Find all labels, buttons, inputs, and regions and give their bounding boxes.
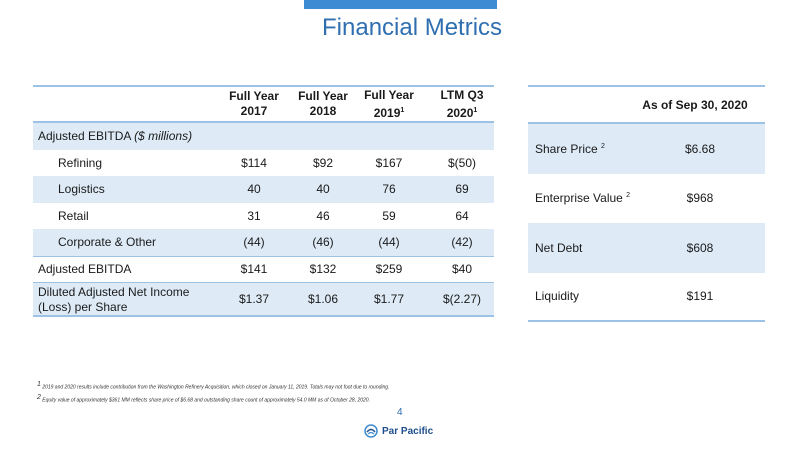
table-row: Enterprise Value 2 $968: [528, 174, 765, 224]
table-row: Corporate & Other (44) (46) (44) (42): [33, 229, 494, 256]
company-logo: Par Pacific: [364, 424, 433, 438]
market-table-header: As of Sep 30, 2020: [528, 85, 765, 124]
col-header-2017: Full Year 2017: [229, 89, 279, 118]
cell: $132: [309, 262, 337, 277]
top-accent-bar: [304, 0, 497, 9]
cell: $(2.27): [442, 292, 482, 306]
cell: 59: [382, 208, 396, 223]
table-row: Net Debt $608: [528, 223, 765, 273]
cell: (44): [378, 235, 400, 250]
table-row-eps: Diluted Adjusted Net Income (Loss) per Sh…: [33, 282, 494, 317]
cell: 31: [247, 208, 261, 223]
cell: (42): [451, 235, 473, 250]
cell: $608: [686, 240, 714, 255]
cell: $(50): [447, 155, 476, 170]
cell: (46): [312, 235, 334, 250]
footnotes: 1 2019 and 2020 results include contribu…: [37, 380, 389, 405]
cell: $1.77: [373, 292, 405, 306]
cell: $259: [375, 262, 403, 277]
cell: $167: [375, 155, 403, 170]
cell: $191: [686, 289, 714, 304]
logo-text: Par Pacific: [382, 425, 434, 437]
row-label: Logistics: [58, 182, 105, 197]
table-row: Refining $114 $92 $167 $(50): [33, 150, 494, 177]
par-pacific-logo-icon: [364, 424, 378, 438]
row-label: Share Price 2: [535, 141, 605, 156]
footnote-1: 1 2019 and 2020 results include contribu…: [37, 381, 390, 391]
cell: (44): [243, 235, 265, 250]
col-header-ltm-2020: LTM Q3 20201: [440, 87, 484, 120]
cell: $1.37: [238, 292, 270, 306]
table-row: Logistics 40 40 76 69: [33, 176, 494, 203]
cell: $6.68: [684, 141, 716, 156]
cell: 40: [316, 182, 330, 197]
market-metrics-table: As of Sep 30, 2020 Share Price 2 $6.68 E…: [528, 85, 765, 322]
page-number: 4: [397, 407, 403, 418]
section-label-row: Adjusted EBITDA ($ millions): [33, 123, 494, 150]
row-label: Corporate & Other: [58, 235, 157, 250]
cell: 40: [247, 182, 261, 197]
cell: 46: [316, 208, 330, 223]
row-label: Adjusted EBITDA: [38, 262, 132, 277]
row-label: Retail: [58, 208, 89, 223]
row-label: Refining: [58, 155, 103, 170]
cell: $92: [312, 155, 334, 170]
row-label: Diluted Adjusted Net Income (Loss) per Sh…: [38, 285, 190, 314]
section-label: Adjusted EBITDA ($ millions): [38, 129, 193, 144]
table-row: Share Price 2 $6.68: [528, 124, 765, 174]
cell: 64: [455, 208, 469, 223]
cell: 76: [382, 182, 396, 197]
col-header-2018: Full Year 2018: [298, 89, 348, 118]
table-header-row: Full Year 2017 Full Year 2018 Full Year 201…: [33, 85, 494, 123]
ebitda-table: Full Year 2017 Full Year 2018 Full Year 201…: [33, 85, 494, 317]
table-row: Retail 31 46 59 64: [33, 203, 494, 230]
cell: $1.06: [307, 292, 339, 306]
cell: 69: [455, 182, 469, 197]
cell: $968: [686, 191, 714, 206]
row-label: Enterprise Value 2: [535, 191, 631, 206]
row-label: Liquidity: [535, 289, 580, 304]
slide-title: Financial Metrics: [322, 14, 503, 41]
as-of-date-header: As of Sep 30, 2020: [642, 98, 748, 112]
table-row: Liquidity $191: [528, 273, 765, 322]
table-row-total: Adjusted EBITDA $141 $132 $259 $40: [33, 255, 494, 283]
col-header-2019: Full Year 20191: [364, 87, 414, 120]
cell: $40: [451, 262, 473, 277]
footnote-2: 2 Equity value of approximately $361 MM …: [37, 393, 370, 404]
row-label: Net Debt: [535, 240, 583, 255]
cell: $114: [241, 155, 267, 170]
cell: $141: [240, 262, 268, 277]
